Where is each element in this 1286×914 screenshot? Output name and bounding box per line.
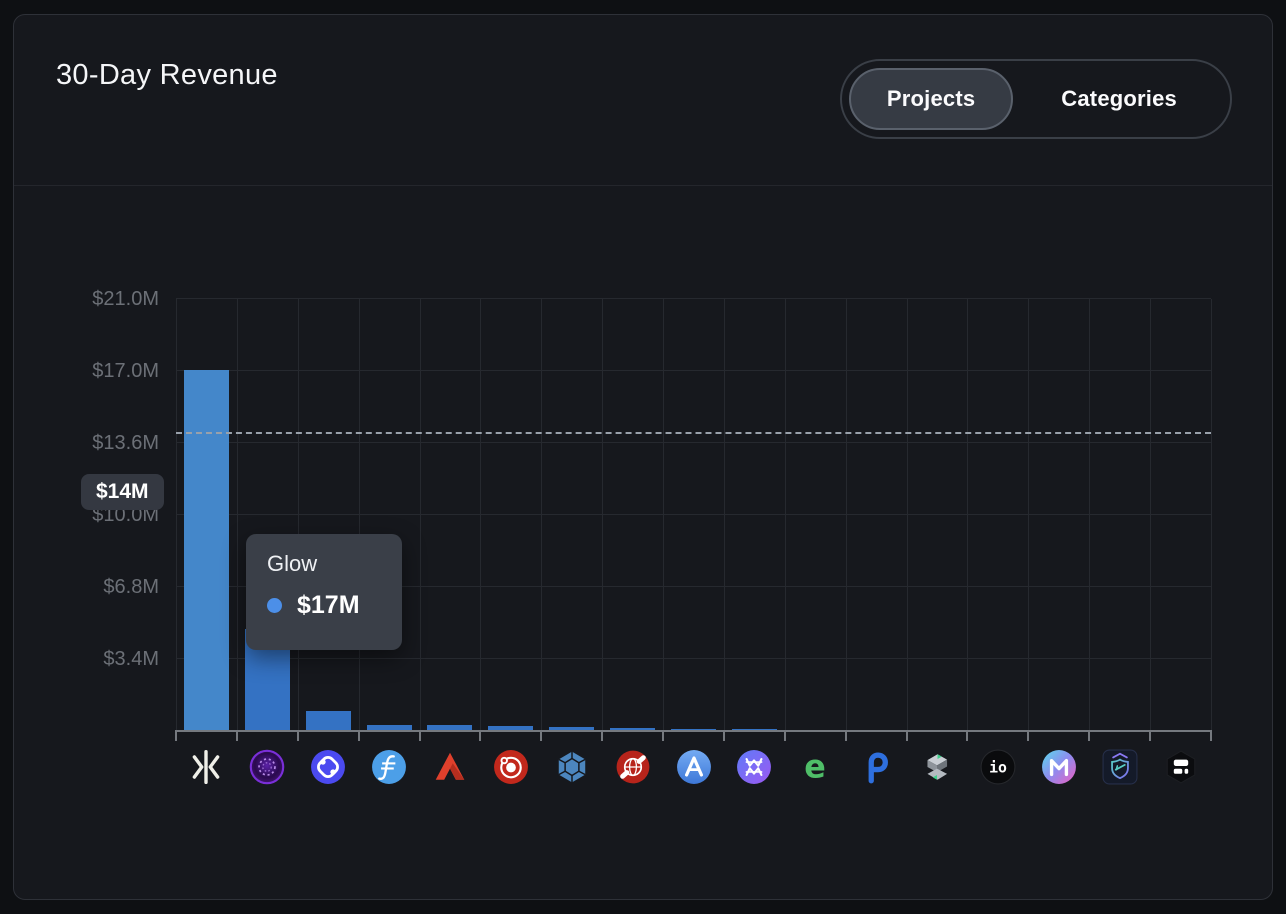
green-e-icon: e	[793, 745, 837, 789]
silver-s-cube-icon	[915, 745, 959, 789]
shield-dark-icon	[1098, 745, 1142, 789]
revenue-card: 30-Day Revenue Projects Categories $3.4M…	[13, 14, 1273, 900]
x-axis-tick	[601, 732, 604, 741]
io-black-icon: io	[976, 745, 1020, 789]
x-axis-tick	[296, 732, 299, 741]
x-axis-tick	[418, 732, 421, 741]
x-axis-tick	[357, 732, 360, 741]
y-axis-label: $3.4M	[103, 648, 159, 671]
bar-helium[interactable]	[305, 710, 351, 731]
blue-p-icon	[854, 745, 898, 789]
page-title: 30-Day Revenue	[56, 59, 278, 91]
tab-categories[interactable]: Categories	[1015, 68, 1223, 130]
x-axis-tick	[783, 732, 786, 741]
y-axis-label: $17.0M	[92, 360, 159, 383]
gridline-horizontal	[176, 658, 1211, 660]
gridline-horizontal	[176, 442, 1211, 444]
x-axis-tick	[1149, 732, 1152, 741]
akash-icon	[428, 745, 472, 789]
bar-akash[interactable]	[427, 725, 473, 731]
x-axis-line	[175, 730, 1212, 732]
purple-orb-icon	[245, 745, 289, 789]
blue-hex-mesh-icon	[550, 745, 594, 789]
bar-filecoin[interactable]	[366, 725, 412, 731]
gridline-horizontal	[176, 514, 1211, 516]
bar-red-globe-satellite[interactable]	[610, 727, 656, 731]
x-axis-icons: e io	[176, 745, 1211, 789]
bar-weatherxm-wm[interactable]	[731, 728, 777, 731]
y-axis-label: $21.0M	[92, 288, 159, 311]
reference-badge: $14M	[81, 474, 164, 510]
bar-red-orbit[interactable]	[488, 725, 534, 731]
x-axis-tick	[905, 732, 908, 741]
y-axis-label: $6.8M	[103, 576, 159, 599]
red-orbit-icon	[489, 745, 533, 789]
x-axis-tick	[540, 732, 543, 741]
gridline-horizontal	[176, 370, 1211, 372]
chart-area: $3.4M $6.8M $10.0M $13.6M $17.0M $21.0M $14M …	[14, 186, 1272, 899]
gridline-horizontal	[176, 586, 1211, 588]
gridline-horizontal	[176, 298, 1211, 300]
x-axis-tick	[966, 732, 969, 741]
bar-blue-hex-mesh[interactable]	[549, 727, 595, 731]
x-axis-tick	[479, 732, 482, 741]
helium-icon	[306, 745, 350, 789]
m-gradient-icon	[1037, 745, 1081, 789]
gridline-vertical	[1211, 299, 1212, 731]
plot-area: $3.4M $6.8M $10.0M $13.6M $17.0M $21.0M	[92, 288, 1212, 741]
tab-projects[interactable]: Projects	[848, 68, 1014, 130]
y-axis-label: $13.6M	[92, 432, 159, 455]
blue-a-icon	[672, 745, 716, 789]
red-globe-satellite-icon	[611, 745, 655, 789]
x-axis-tick	[175, 732, 177, 741]
x-axis-tick	[1088, 732, 1091, 741]
bar-blue-a[interactable]	[670, 728, 717, 731]
glow-icon	[184, 745, 228, 789]
x-axis-tick	[235, 732, 238, 741]
hexagon-stack-icon	[1159, 745, 1203, 789]
bar-glow[interactable]	[183, 370, 229, 731]
x-axis-tick	[662, 732, 665, 741]
weatherxm-wm-icon	[732, 745, 776, 789]
filecoin-icon	[367, 745, 411, 789]
x-axis-tick	[1210, 732, 1212, 741]
svg-text:e: e	[804, 750, 826, 785]
x-axis-tick	[722, 732, 725, 741]
card-header: 30-Day Revenue Projects Categories	[14, 15, 1272, 186]
svg-text:io: io	[989, 759, 1007, 776]
bar-purple-orb[interactable]	[244, 629, 290, 731]
x-axis-tick	[844, 732, 847, 741]
x-axis-tick	[1027, 732, 1030, 741]
view-toggle: Projects Categories	[839, 59, 1232, 139]
reference-line	[176, 431, 1211, 434]
